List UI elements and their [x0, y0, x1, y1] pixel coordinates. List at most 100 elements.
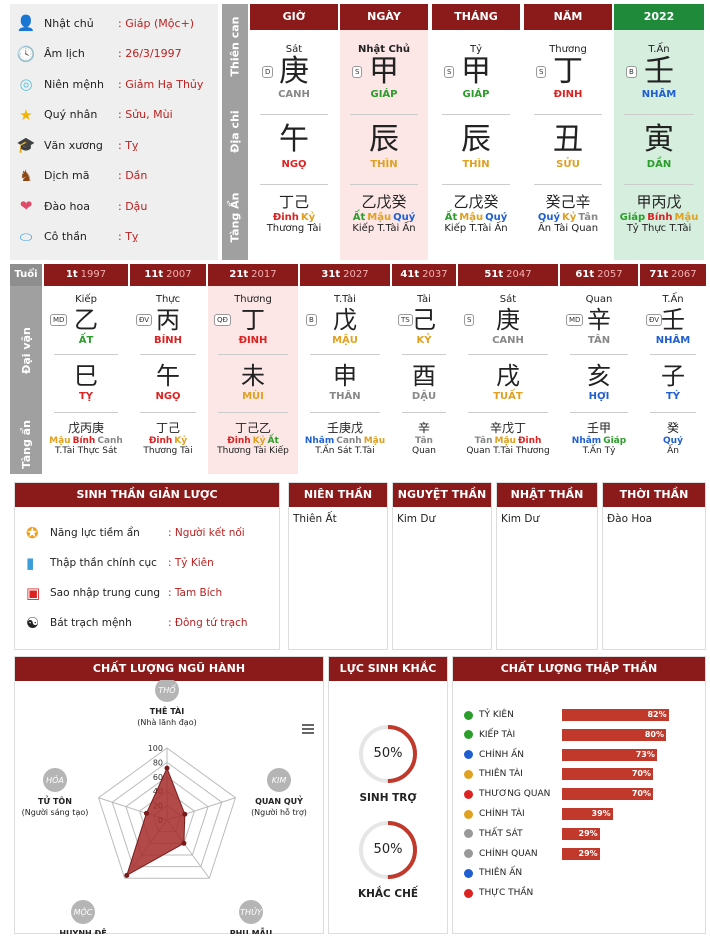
- pillar-column: NGÀY Nhật Chủ S 甲 GIÁP 辰 THÌN 乙戊癸 Ất Mậu Quý Kiếp T…: [340, 4, 428, 260]
- sinh-than-row: ✪ Năng lực tiềm ẩn: Người kết nối: [26, 524, 245, 542]
- hidden-stems: 辛: [417, 421, 430, 435]
- pillar-header: 2022: [614, 4, 704, 30]
- than-value: Kim Dư: [397, 513, 436, 525]
- hidden-gods: Ấn Tài Quan: [537, 223, 599, 234]
- luck-column[interactable]: 31t 2027 T.Tài B 戊 MẬU 申 THÂN 壬庚戊 Nhâm Canh Mậu T.Ấn…: [300, 264, 390, 474]
- radar-grid: [125, 776, 209, 856]
- element-label: KIM: [272, 776, 287, 785]
- divider: [54, 354, 118, 355]
- potential-icon: ✪: [26, 524, 39, 542]
- thap-than-row: TỶ KIÊN: [464, 708, 514, 722]
- sinh-than-value: : Tam Bích: [168, 587, 223, 599]
- can-row: MD 辛: [560, 305, 638, 335]
- thap-than-bar: 70%: [562, 768, 653, 781]
- divider: [650, 412, 696, 413]
- branch-name: TÝ: [665, 391, 681, 402]
- thap-than-name: CHÍNH QUAN: [479, 848, 538, 859]
- divider: [570, 412, 628, 413]
- legend-dot: [464, 809, 473, 819]
- hidden-name: Tân: [415, 436, 433, 446]
- luck-god: Kiếp: [75, 294, 97, 305]
- luck-header: 11t 2007: [130, 264, 206, 286]
- luck-column[interactable]: 11t 2007 Thực ĐV 丙 BÍNH 午 NGỌ 丁己 Đinh Kỷ Thương Tài: [130, 264, 206, 474]
- divider: [468, 354, 548, 355]
- heavenly-stem: 戊: [333, 306, 357, 334]
- hidden-gods: Quan: [411, 446, 436, 456]
- hidden-name: Kỷ: [174, 436, 188, 446]
- hidden-name: Bính: [647, 212, 673, 223]
- info-label: Văn xương: [44, 138, 103, 152]
- divider: [402, 354, 446, 355]
- divider: [140, 412, 196, 413]
- pillar-header: NGÀY: [340, 4, 428, 30]
- stem-name: GIÁP: [462, 89, 490, 100]
- thap-than-name: THIÊN TÀI: [479, 769, 523, 780]
- sinh-than-value: : Người kết nối: [168, 527, 245, 539]
- legend-dot: [464, 849, 473, 859]
- pillar-column: NĂM Thương S 丁 ĐINH 丑 SỬU 癸己辛 Quý Kỷ Tân Ấn Tài Qua…: [524, 4, 612, 260]
- element-circle: [43, 768, 67, 792]
- luck-column[interactable]: 71t 2067 T.Ấn ĐV 壬 NHÂM 子 TÝ 癸 Quý Ấn: [640, 264, 706, 474]
- branch-name: HỢI: [588, 391, 610, 402]
- hidden-name: Đinh: [148, 436, 173, 446]
- pillar-god: Thương: [549, 44, 587, 55]
- node-name: PHỤ MẪU: [230, 926, 273, 934]
- thap-than-bar: 82%: [562, 709, 669, 721]
- luc-panel: LỰC SINH KHẮC: [328, 656, 448, 934]
- divider: [140, 354, 196, 355]
- luck-column[interactable]: 41t 2037 Tài TS 己 KỶ 酉 DẬU 辛 Tân Quan: [392, 264, 456, 474]
- thap-than-name: THIÊN ẤN: [479, 868, 523, 879]
- menu-icon[interactable]: [302, 724, 314, 734]
- divider: [260, 184, 328, 185]
- earthly-branch: 辰: [461, 122, 491, 157]
- sinh-than-row: ▣ Sao nhập trung cung: Tam Bích: [26, 584, 222, 602]
- node-name: HUYNH ĐỆ: [59, 928, 106, 934]
- luck-header: 51t 2047: [458, 264, 558, 286]
- divider: [218, 412, 288, 413]
- hidden-name: Ất: [267, 436, 279, 446]
- hidden-name: Nhâm: [571, 436, 602, 446]
- info-label: Âm lịch: [44, 47, 85, 60]
- info-panel: [10, 4, 218, 260]
- luck-side: [10, 264, 42, 474]
- radar-point: [143, 810, 149, 816]
- gauge-percent: 50%: [373, 746, 403, 761]
- pillar-badge: S: [536, 66, 547, 78]
- stem-name: KỶ: [416, 335, 432, 346]
- hidden-name: Mậu: [494, 436, 516, 446]
- legend-dot: [464, 769, 473, 779]
- divider: [650, 354, 696, 355]
- luck-year: 2017: [251, 269, 277, 280]
- hidden-name: Canh: [97, 436, 123, 446]
- hidden-stems: 戊丙庚: [67, 421, 104, 435]
- hidden-names: Quý Kỷ Tân: [524, 212, 612, 223]
- luck-column[interactable]: 1t 1997 Kiếp MD 乙 ẤT 巳 TỴ 戊丙庚 Mậu Bính Canh T.Tài Th…: [44, 264, 128, 474]
- person-icon: ⬭: [19, 227, 33, 246]
- hidden-name: Mậu: [49, 436, 71, 446]
- luck-header: 21t 2017: [208, 264, 298, 286]
- thap-than-row: KIẾP TÀI: [464, 728, 515, 742]
- luck-column[interactable]: 51t 2047 Sát S 庚 CANH 戌 TUẤT 辛戊丁 Tân Mậu Đinh Quan T…: [458, 264, 558, 474]
- branch-name: MÙI: [242, 391, 264, 402]
- hidden-name: Canh: [336, 436, 362, 446]
- luck-year: 2027: [343, 269, 369, 280]
- stem-name: MẬU: [332, 335, 358, 346]
- luc-gauge: 50%: [358, 724, 418, 784]
- horse-icon: ♞: [19, 166, 33, 185]
- stem-name: TÂN: [587, 335, 611, 346]
- luck-badge: MD: [566, 314, 584, 326]
- luck-column[interactable]: 61t 2057 Quan MD 辛 TÂN 亥 HỢI 壬甲 Nhâm Giáp T.Ấn Tỷ: [560, 264, 638, 474]
- hidden-gods: T.Ấn Sát T.Tài: [315, 446, 375, 456]
- hidden-name: Kỷ: [561, 212, 577, 223]
- thap-than-row: THIÊN TÀI: [464, 767, 523, 781]
- hidden-names: Ất Mậu Quý: [340, 212, 428, 223]
- luck-god: Tài: [417, 294, 431, 305]
- pillar-header: THÁNG: [432, 4, 520, 30]
- luck-year: 2007: [166, 269, 192, 280]
- sinh-than-value: : Tỷ Kiên: [168, 557, 214, 569]
- thap-than-row: THIÊN ẤN: [464, 866, 522, 880]
- info-label: Đào hoa: [44, 199, 90, 213]
- than-value: Đào Hoa: [607, 513, 653, 525]
- luck-column[interactable]: 21t 2017 Thương QĐ 丁 ĐINH 未 MÙI 丁己乙 Đinh Kỷ Ất Thươn…: [208, 264, 298, 474]
- can-row: TS 己: [392, 305, 456, 335]
